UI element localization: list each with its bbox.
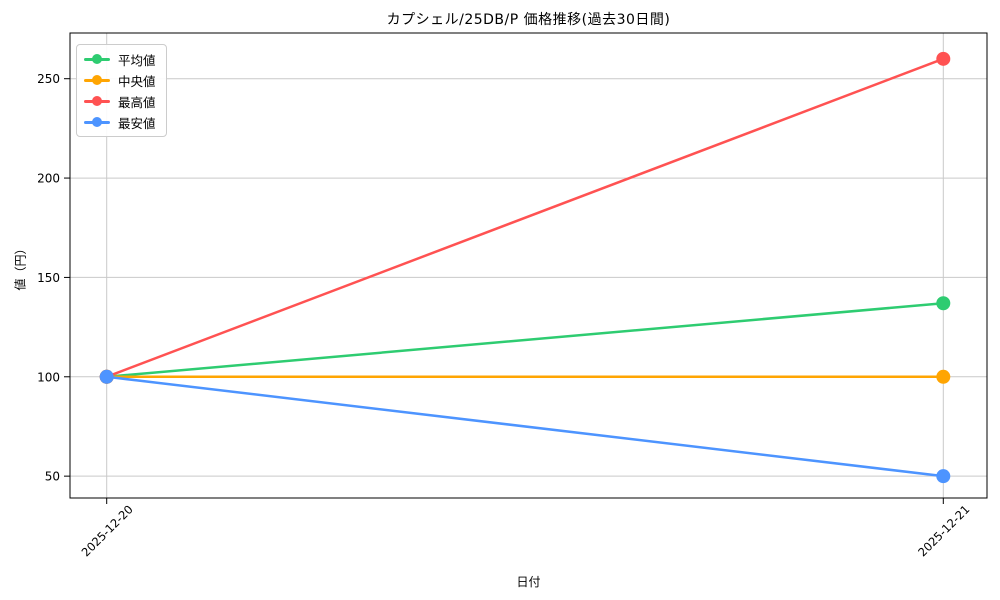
series-marker: [936, 51, 951, 66]
legend-line-marker-icon: [84, 75, 110, 85]
y-axis-label: 値（円）: [13, 242, 28, 291]
legend-item: 平均値: [84, 50, 156, 68]
legend-label: 平均値: [118, 52, 156, 68]
x-axis-label: 日付: [516, 575, 541, 589]
legend-item: 中央値: [84, 71, 156, 89]
legend-label: 最安値: [118, 115, 156, 131]
legend-line-marker-icon: [84, 54, 110, 64]
series-marker: [936, 296, 951, 311]
legend-dot-icon: [92, 117, 102, 127]
chart-title: カプシェル/25DB/P 価格推移(過去30日間): [386, 12, 671, 28]
legend-item: 最安値: [84, 113, 156, 131]
legend-dot-icon: [92, 54, 102, 64]
axes-spines: [69, 32, 988, 499]
legend-label: 最高値: [118, 94, 156, 110]
legend-dot-icon: [92, 75, 102, 85]
legend-dot-icon: [92, 96, 102, 106]
x-tick-label: 2025-12-20: [79, 502, 136, 559]
y-tick-label: 50: [45, 470, 60, 484]
legend-line-marker-icon: [84, 96, 110, 106]
series-marker: [936, 369, 951, 384]
series-marker: [99, 369, 114, 384]
y-tick-label: 100: [37, 370, 60, 384]
y-tick-label: 150: [37, 271, 60, 285]
y-tick-label: 200: [37, 172, 60, 186]
series-line: [105, 57, 945, 379]
legend-label: 中央値: [118, 73, 156, 89]
legend: 平均値中央値最高値最安値: [76, 44, 167, 137]
series-line: [105, 302, 945, 379]
x-tick-label: 2025-12-21: [915, 502, 972, 559]
series-marker: [936, 469, 951, 484]
y-tick-label: 250: [37, 72, 60, 86]
series-line: [105, 375, 945, 478]
legend-item: 最高値: [84, 92, 156, 110]
legend-line-marker-icon: [84, 117, 110, 127]
